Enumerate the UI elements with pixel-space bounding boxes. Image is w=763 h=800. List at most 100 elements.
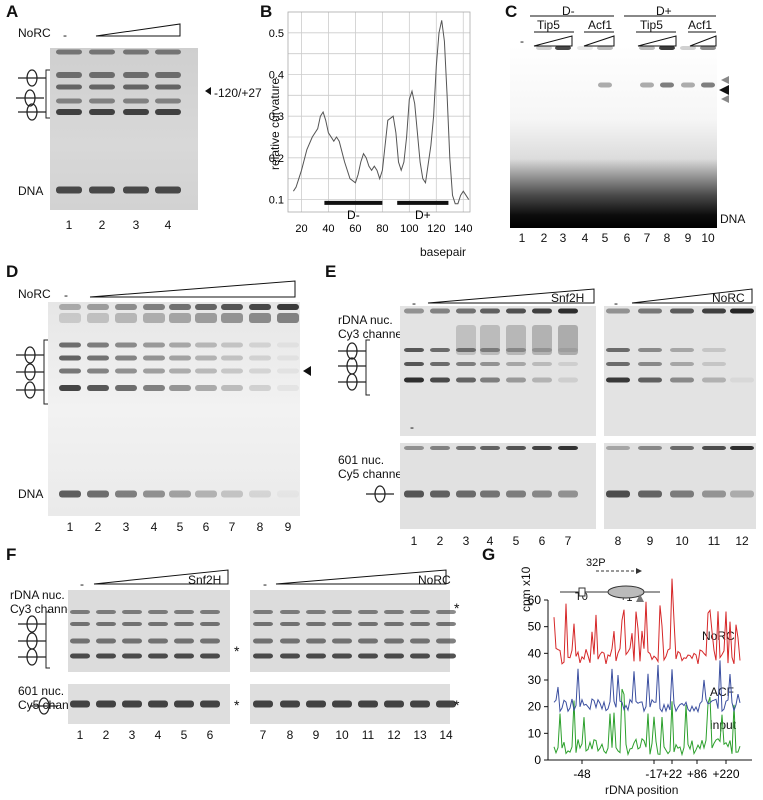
nucleosome-601-band	[174, 700, 194, 708]
gel-band	[115, 368, 137, 374]
lane-number: 5	[601, 231, 609, 245]
free-dna-band	[221, 490, 243, 498]
gel-band	[200, 622, 220, 626]
trace-acf	[553, 660, 741, 714]
complex-band	[681, 82, 695, 88]
well-band	[143, 304, 165, 310]
nucleosome-icon	[38, 697, 50, 715]
free-dna-band	[123, 186, 149, 194]
smear-band	[115, 313, 137, 323]
gel-band	[87, 342, 109, 348]
well-band	[221, 304, 243, 310]
gel-band	[253, 610, 273, 614]
panel-label-a: A	[6, 2, 19, 21]
lane-number: 7	[643, 231, 651, 245]
gel-band	[249, 385, 271, 391]
well-band	[123, 49, 149, 55]
gel-band	[730, 490, 754, 498]
nucleosome-icon	[24, 363, 36, 381]
y-tick-label-g: 10	[528, 726, 542, 740]
plot-frame	[287, 11, 471, 213]
lane-number: 4	[486, 534, 494, 548]
minus-label-e2: -	[614, 296, 618, 310]
gel-band	[506, 348, 526, 352]
gel-band	[730, 377, 754, 383]
lane-number: 12	[735, 534, 749, 548]
well-band	[670, 308, 694, 314]
lane-number: 2	[540, 231, 548, 245]
gel-band	[532, 348, 552, 352]
panel-label-d: D	[6, 262, 19, 281]
well-band	[89, 49, 115, 55]
well-band	[639, 46, 655, 50]
x-tick-label: 100	[400, 223, 418, 235]
dna-label-c: DNA	[720, 212, 746, 226]
x-axis-label-b: basepair	[420, 245, 467, 259]
free-dna-band	[169, 490, 191, 498]
gel-band	[59, 342, 81, 348]
well-band	[169, 304, 191, 310]
gel-band	[670, 377, 694, 383]
y-tick-label: 0.4	[269, 70, 284, 82]
well-band	[249, 304, 271, 310]
minus-label-d: -	[64, 288, 68, 302]
rdna-label-f: rDNA nuc.	[10, 588, 65, 602]
x-tick-label-g: +220	[712, 767, 739, 781]
well-band	[480, 446, 500, 450]
free-dna-band	[143, 490, 165, 498]
gel-band	[306, 653, 326, 659]
well-band	[680, 46, 696, 50]
nucleosome-601-band	[70, 700, 90, 708]
gel-band	[123, 72, 149, 78]
triangle-icon	[636, 594, 644, 602]
gel-band	[532, 377, 552, 383]
star-f1: *	[234, 643, 240, 659]
gel-band	[195, 385, 217, 391]
star-f4: *	[454, 697, 460, 713]
gel-band	[143, 385, 165, 391]
gel-e-cy5-snf2h	[400, 443, 596, 529]
lane-number: 9	[684, 231, 692, 245]
gel-band	[280, 622, 300, 626]
gel-band	[122, 638, 142, 644]
gel-c	[510, 46, 717, 228]
gel-band	[59, 385, 81, 391]
gel-band	[155, 109, 181, 115]
bracket-e	[365, 339, 370, 396]
panel-label-c: C	[505, 2, 518, 21]
gel-band	[169, 355, 191, 361]
well-band	[195, 304, 217, 310]
gel-band	[358, 638, 378, 644]
free-dna-band	[59, 490, 81, 498]
gel-band	[56, 84, 82, 90]
gel-band	[253, 653, 273, 659]
minus-label-f2: -	[263, 577, 267, 591]
lane-number: 5	[512, 534, 520, 548]
gel-band	[410, 622, 430, 626]
free-dna-band	[115, 490, 137, 498]
lane-number: 2	[94, 520, 102, 534]
lane-number: 10	[335, 728, 349, 742]
lane-number: 12	[387, 728, 401, 742]
nucleosome-icon	[24, 89, 36, 107]
minus-label-f1: -	[80, 577, 84, 591]
gel-band	[96, 622, 116, 626]
well-band	[430, 446, 450, 450]
dminus-label-c: D-	[562, 4, 575, 18]
y-tick-label-g: 20	[528, 700, 542, 714]
p32-label-g: 32P	[586, 557, 606, 569]
lane-number: 14	[439, 728, 453, 742]
gel-band	[253, 622, 273, 626]
gel-band	[174, 622, 194, 626]
y-tick-label: 0.5	[269, 28, 284, 40]
well-band	[555, 46, 571, 50]
lane-number: 10	[675, 534, 689, 548]
well-band	[277, 304, 299, 310]
smear-band	[506, 325, 526, 355]
gel-band	[115, 355, 137, 361]
gel-band	[169, 342, 191, 348]
gel-band	[638, 377, 662, 383]
gel-band	[480, 348, 500, 352]
well-band	[456, 308, 476, 314]
